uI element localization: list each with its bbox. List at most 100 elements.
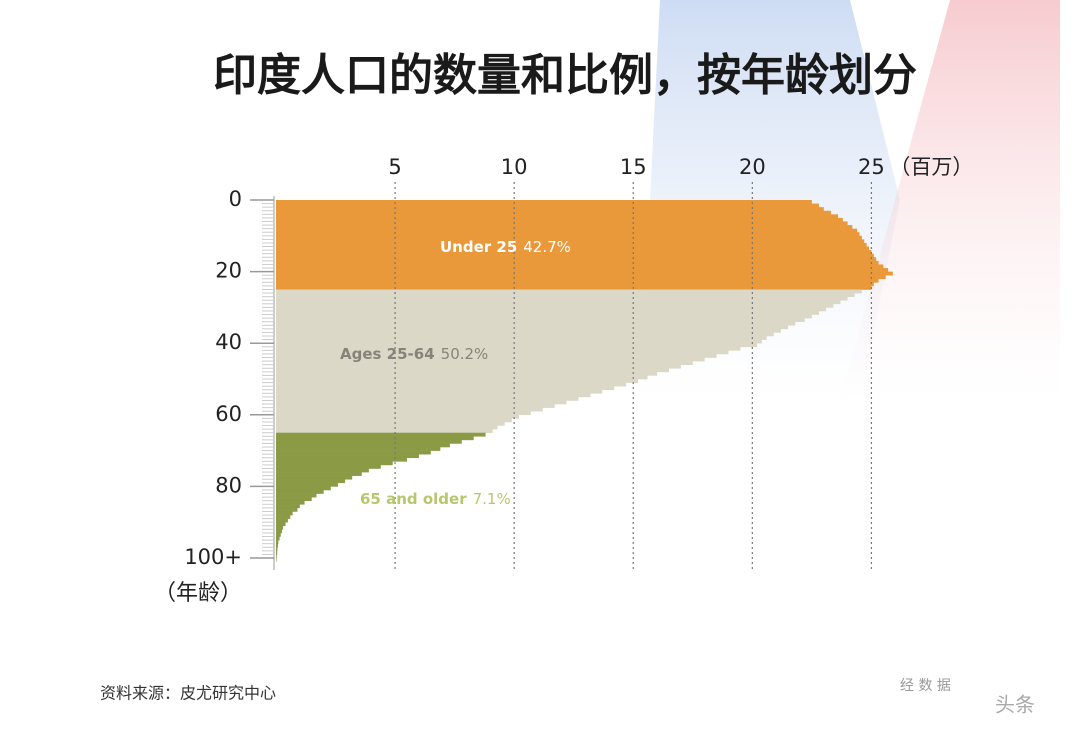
bar	[276, 339, 762, 344]
bar	[276, 382, 627, 387]
bar	[276, 511, 293, 516]
bar	[276, 479, 346, 484]
bar	[276, 439, 462, 444]
bar	[276, 343, 758, 348]
bar	[276, 332, 774, 337]
bar	[276, 253, 874, 258]
bar	[276, 497, 312, 502]
bar	[276, 411, 531, 416]
bar	[276, 260, 879, 265]
y-tick-label: 80	[215, 473, 242, 497]
bar	[276, 321, 796, 326]
bar	[276, 550, 278, 555]
y-tick-label: 100+	[184, 545, 242, 569]
bar	[276, 235, 862, 240]
bar	[276, 518, 288, 523]
bar	[276, 400, 567, 405]
bar	[276, 228, 858, 233]
bar	[276, 268, 889, 272]
bar	[276, 232, 860, 237]
bar	[276, 203, 820, 208]
group-name: Ages 25-64	[340, 345, 435, 363]
bar	[276, 389, 603, 394]
bar	[276, 293, 855, 297]
bar	[276, 325, 789, 330]
x-tick-label: 15	[620, 155, 647, 179]
bar	[276, 250, 872, 254]
bar	[276, 271, 893, 276]
bar	[276, 507, 298, 512]
bar	[276, 536, 280, 541]
bar	[276, 468, 369, 473]
bar	[276, 486, 331, 491]
bar	[276, 307, 827, 312]
x-tick-label: 10	[501, 155, 528, 179]
bar	[276, 529, 282, 534]
bar	[276, 554, 277, 559]
y-tick-label: 0	[229, 187, 242, 211]
bar	[276, 310, 820, 315]
bar	[276, 464, 381, 469]
bar	[276, 318, 805, 323]
bar	[276, 450, 431, 455]
bar	[276, 300, 841, 305]
bar	[276, 328, 781, 333]
x-tick-label: 5	[388, 155, 401, 179]
bar	[276, 393, 591, 398]
bar	[276, 504, 300, 509]
bar	[276, 285, 872, 290]
bar	[276, 357, 705, 362]
bar	[276, 386, 615, 391]
bar	[276, 282, 874, 287]
bar	[276, 264, 884, 269]
bar	[276, 436, 474, 441]
bar	[276, 364, 681, 369]
bar	[276, 336, 767, 340]
bar	[276, 457, 407, 462]
bar	[276, 350, 729, 355]
bar	[276, 472, 362, 476]
bar	[276, 543, 278, 548]
bar	[276, 353, 717, 358]
source: 资料来源：皮尤研究中心	[100, 684, 276, 703]
bar	[276, 296, 848, 301]
bar	[276, 432, 486, 437]
bar	[276, 239, 865, 244]
bar	[276, 522, 286, 527]
bar	[276, 493, 317, 498]
bar	[276, 443, 450, 448]
bar	[276, 379, 639, 383]
group-label: 65 and older 7.1%	[360, 490, 511, 508]
bar	[276, 482, 338, 487]
bar	[276, 371, 658, 376]
bar	[276, 540, 279, 544]
bar	[276, 278, 879, 283]
watermark: 经 数 据	[900, 678, 951, 694]
bar	[276, 221, 848, 226]
bar	[276, 515, 291, 519]
x-tick-label: 25	[858, 155, 885, 179]
bar	[276, 375, 648, 380]
bar	[276, 407, 543, 412]
bar	[276, 447, 441, 451]
bar	[276, 547, 278, 552]
bar	[276, 418, 512, 423]
group-share: 42.7%	[523, 238, 571, 256]
bar	[276, 314, 812, 319]
y-axis-label: （年龄）	[154, 581, 242, 606]
bar	[276, 217, 843, 222]
bar	[276, 425, 498, 430]
x-unit: （百万）	[889, 155, 973, 179]
bar	[276, 346, 741, 351]
bar	[276, 368, 669, 373]
bar	[276, 532, 281, 537]
watermark: 头条	[995, 693, 1035, 717]
y-tick-label: 60	[215, 402, 242, 426]
bar	[276, 421, 505, 426]
bar	[276, 414, 519, 419]
group-label: Under 25 42.7%	[440, 238, 571, 256]
bar	[276, 396, 579, 401]
group-share: 50.2%	[441, 345, 489, 363]
chart-title: 印度人口的数量和比例，按年龄划分	[213, 50, 917, 101]
